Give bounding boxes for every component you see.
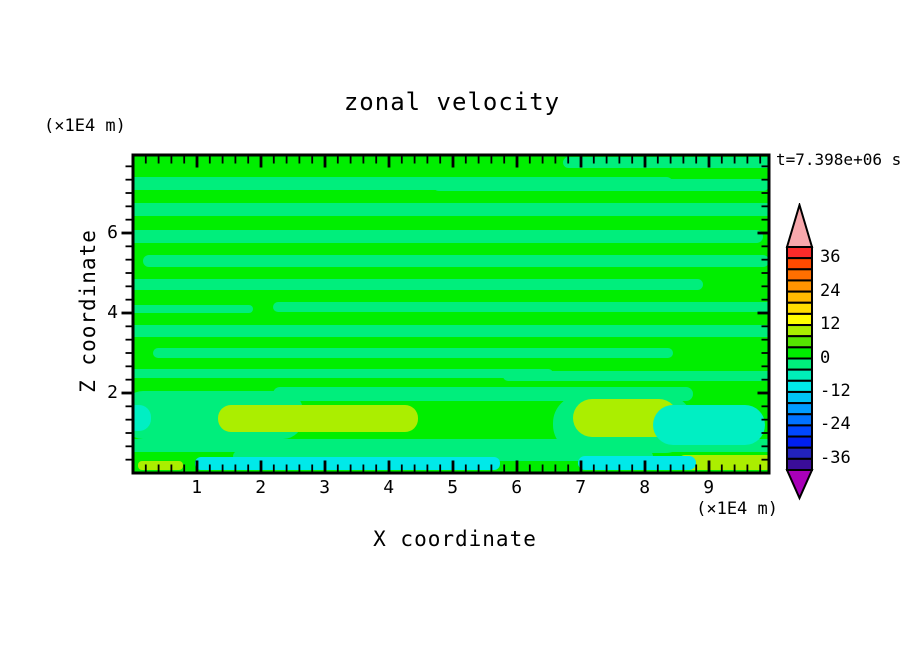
colorbar-segment (786, 279, 813, 293)
colorbar-segment (786, 368, 813, 382)
colorbar-over-arrow (785, 203, 814, 248)
colorbar-segment (786, 301, 813, 315)
contour-region (153, 348, 673, 358)
colorbar-label-24: 24 (820, 280, 841, 301)
z-axis-title: Z coordinate (76, 229, 100, 393)
colorbar-segment (786, 290, 813, 304)
contour-region (138, 461, 183, 470)
contour-region (218, 405, 418, 432)
contour-region (195, 457, 500, 470)
colorbar (785, 203, 814, 501)
contour-plot-area (121, 153, 771, 475)
contour-region (563, 157, 769, 168)
colorbar-under-arrow (785, 469, 814, 501)
contour-region (578, 456, 696, 470)
contour-region (133, 230, 763, 243)
colorbar-label-0: 0 (820, 347, 831, 368)
colorbar-label--24: -24 (820, 414, 851, 435)
contour-region (133, 305, 253, 313)
z-axis-unit-label: (×1E4 m) (44, 116, 126, 136)
x-tick-label-8: 8 (639, 477, 651, 498)
colorbar-segment (786, 402, 813, 416)
colorbar-label-36: 36 (820, 247, 841, 268)
x-tick-label-5: 5 (447, 477, 459, 498)
colorbar-segment (786, 357, 813, 371)
colorbar-segment (786, 346, 813, 360)
z-tick-label-6: 6 (107, 222, 118, 243)
contour-region (433, 179, 769, 191)
x-axis-title: X coordinate (373, 527, 537, 551)
contour-region (678, 455, 769, 470)
colorbar-segment (786, 324, 813, 338)
x-axis-unit-label: (×1E4 m) (696, 499, 778, 519)
contour-region (133, 325, 769, 337)
colorbar-segment (786, 435, 813, 449)
contour-region (133, 439, 769, 452)
colorbar-segment (786, 413, 813, 427)
contour-region (133, 279, 703, 290)
contour-region (133, 369, 553, 378)
colorbar-label-12: 12 (820, 314, 841, 335)
contour-region (653, 405, 765, 445)
x-tick-label-6: 6 (511, 477, 523, 498)
colorbar-label--12: -12 (820, 380, 851, 401)
contour-region (273, 302, 769, 312)
plot-title: zonal velocity (343, 88, 561, 116)
x-tick-label-4: 4 (383, 477, 395, 498)
contour-region (573, 399, 678, 437)
x-tick-label-3: 3 (319, 477, 331, 498)
colorbar-segment (786, 268, 813, 282)
x-tick-label-2: 2 (255, 477, 267, 498)
colorbar-segment (786, 257, 813, 271)
contour-field (133, 155, 769, 473)
contour-region (503, 371, 769, 381)
x-tick-label-9: 9 (703, 477, 715, 498)
colorbar-segment (786, 379, 813, 393)
colorbar-segment (786, 424, 813, 438)
contour-region (143, 255, 769, 267)
colorbar-segment (786, 312, 813, 327)
z-tick-label-2: 2 (107, 382, 118, 403)
x-tick-label-1: 1 (191, 477, 203, 498)
time-label: t=7.398e+06 s (776, 150, 902, 169)
colorbar-segment (786, 457, 813, 472)
x-tick-label-7: 7 (575, 477, 587, 498)
contour-region (133, 405, 151, 431)
axis-ticks (121, 156, 768, 472)
colorbar-segment (786, 390, 813, 405)
colorbar-segment (786, 446, 813, 460)
colorbar-label--36: -36 (820, 447, 851, 468)
contour-region (133, 203, 769, 216)
colorbar-segment (786, 335, 813, 349)
colorbar-segment (786, 246, 813, 260)
z-tick-label-4: 4 (107, 302, 118, 323)
